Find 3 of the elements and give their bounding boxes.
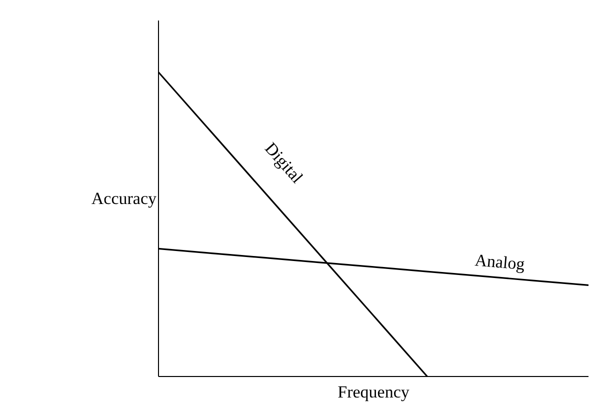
series-label: Analog [474, 250, 526, 274]
y-axis-title: Accuracy [91, 189, 157, 208]
x-axis-title: Frequency [338, 382, 410, 402]
